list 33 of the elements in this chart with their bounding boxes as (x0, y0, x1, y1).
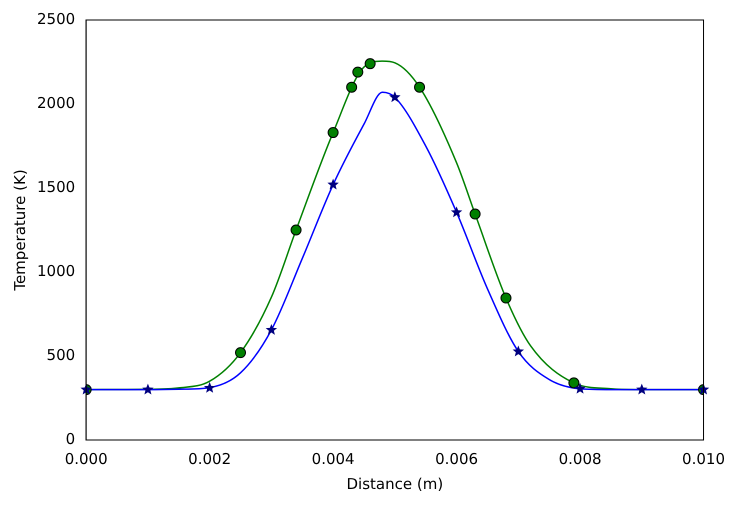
x-tick-label: 0.002 (188, 450, 232, 468)
y-tick-label: 0 (66, 430, 76, 448)
x-tick-label: 0.010 (682, 450, 726, 468)
point (327, 178, 339, 190)
point (235, 347, 246, 358)
point (568, 377, 580, 388)
x-axis-title: Distance (m) (346, 474, 444, 493)
point (364, 58, 376, 70)
point (352, 66, 364, 78)
point (470, 208, 481, 220)
point (290, 224, 302, 236)
x-tick-label: 0.006 (435, 450, 478, 468)
x-tick-label: 0.004 (312, 450, 355, 468)
point (414, 82, 426, 93)
y-tick-label: 1500 (36, 178, 76, 196)
point (512, 345, 524, 356)
point (574, 382, 586, 394)
point (500, 292, 512, 304)
point (636, 384, 648, 394)
y-tick-label: 1000 (36, 262, 76, 280)
point (328, 127, 339, 138)
y-tick-label: 2000 (36, 94, 76, 112)
point (204, 382, 216, 393)
point (450, 206, 462, 218)
point (266, 324, 278, 335)
point (346, 82, 358, 93)
point (142, 384, 154, 394)
x-tick-label: 0.000 (64, 450, 108, 468)
y-tick-label: 500 (46, 346, 76, 364)
y-axis-title: Temperature (K) (10, 169, 29, 292)
point (389, 91, 401, 102)
y-tick-label: 2500 (36, 10, 76, 28)
x-tick-label: 0.008 (558, 450, 602, 468)
